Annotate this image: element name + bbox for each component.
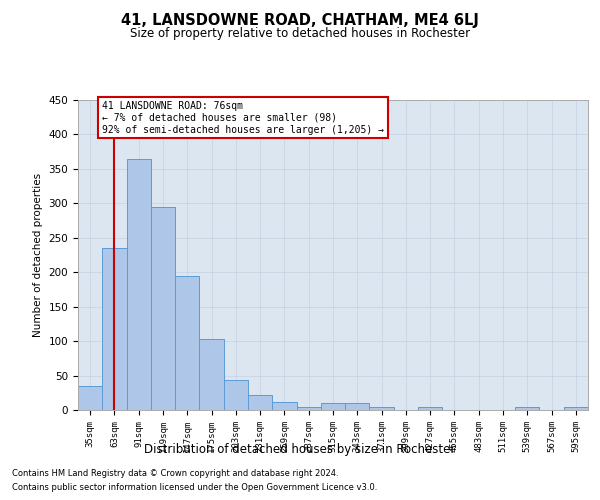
Bar <box>272 402 296 410</box>
Bar <box>175 276 199 410</box>
Y-axis label: Number of detached properties: Number of detached properties <box>33 173 43 337</box>
Bar <box>224 380 248 410</box>
Bar <box>321 403 345 410</box>
Bar <box>370 406 394 410</box>
Bar <box>102 248 127 410</box>
Text: Contains HM Land Registry data © Crown copyright and database right 2024.: Contains HM Land Registry data © Crown c… <box>12 468 338 477</box>
Bar <box>345 403 370 410</box>
Text: Size of property relative to detached houses in Rochester: Size of property relative to detached ho… <box>130 28 470 40</box>
Bar <box>564 406 588 410</box>
Bar <box>296 406 321 410</box>
Bar <box>127 158 151 410</box>
Text: 41, LANSDOWNE ROAD, CHATHAM, ME4 6LJ: 41, LANSDOWNE ROAD, CHATHAM, ME4 6LJ <box>121 12 479 28</box>
Bar <box>199 339 224 410</box>
Bar <box>151 207 175 410</box>
Text: Contains public sector information licensed under the Open Government Licence v3: Contains public sector information licen… <box>12 484 377 492</box>
Bar <box>515 406 539 410</box>
Bar <box>248 395 272 410</box>
Bar <box>78 386 102 410</box>
Text: Distribution of detached houses by size in Rochester: Distribution of detached houses by size … <box>145 442 455 456</box>
Text: 41 LANSDOWNE ROAD: 76sqm
← 7% of detached houses are smaller (98)
92% of semi-de: 41 LANSDOWNE ROAD: 76sqm ← 7% of detache… <box>102 102 384 134</box>
Bar <box>418 406 442 410</box>
